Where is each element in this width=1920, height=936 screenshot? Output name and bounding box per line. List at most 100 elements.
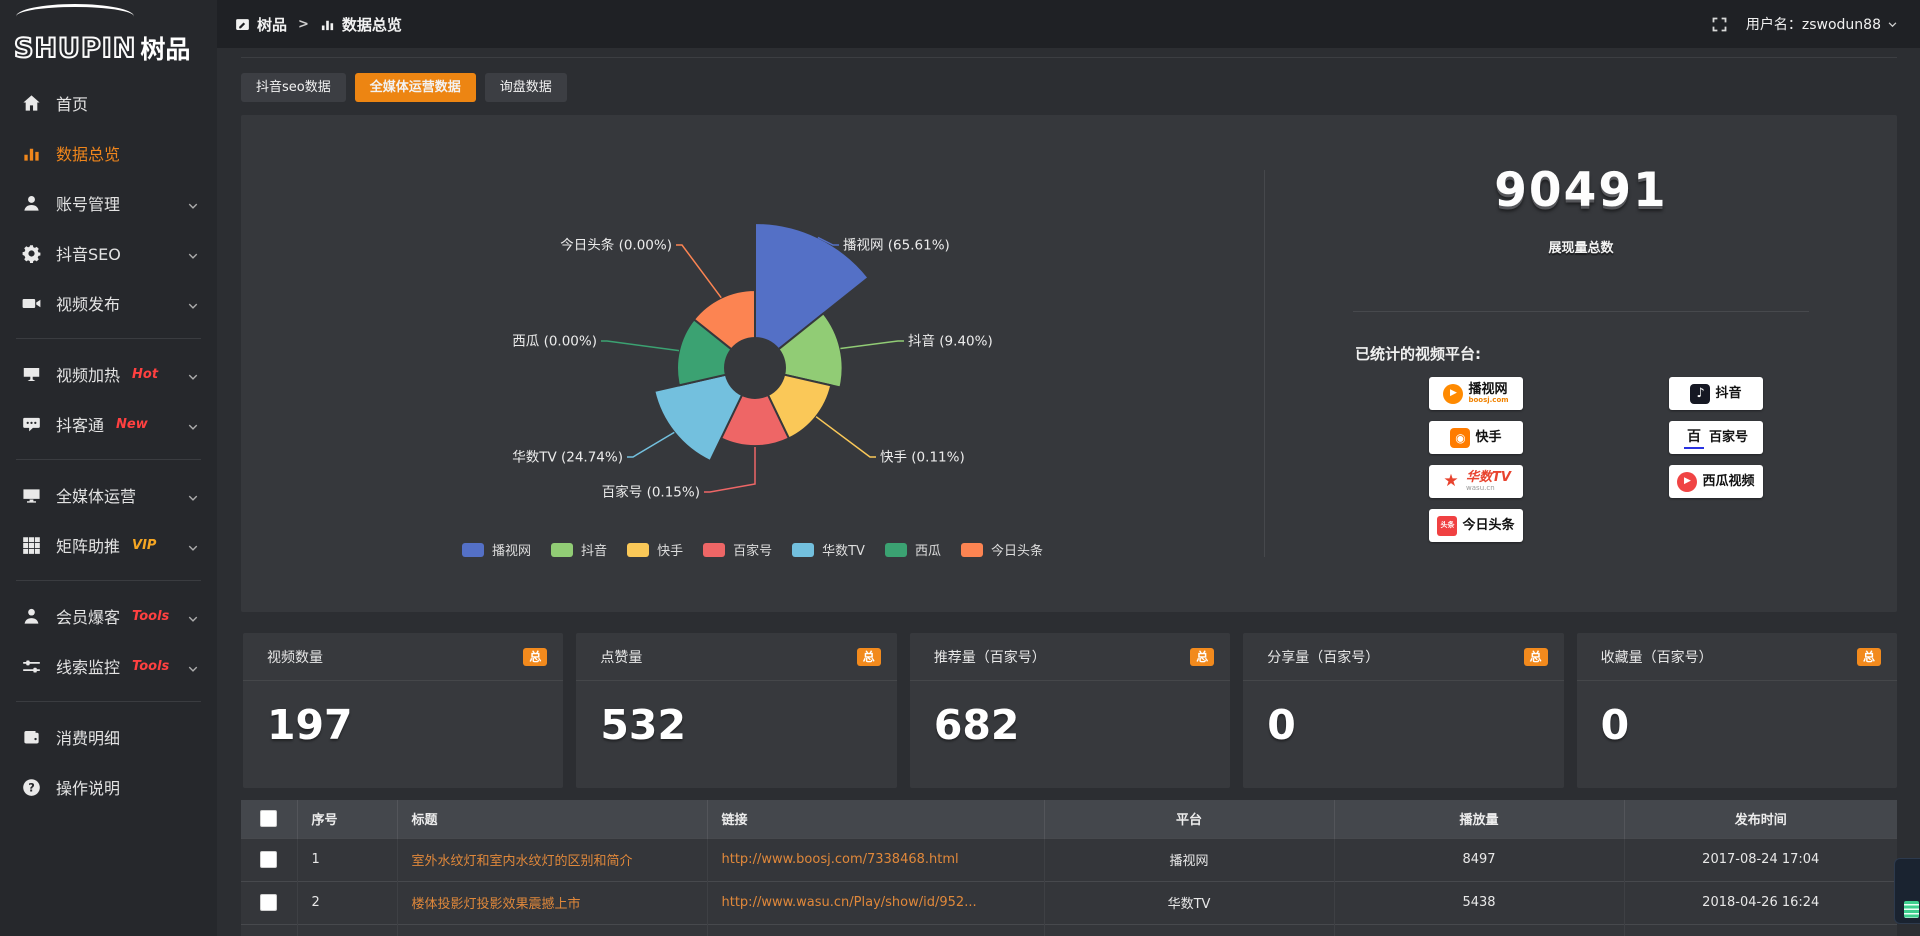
sidebar-item-label: 抖客通	[56, 416, 105, 435]
douyin-logo-icon: ♪	[1690, 383, 1711, 404]
legend-item-快手[interactable]: 快手	[627, 540, 683, 559]
sidebar-item-视频发布[interactable]: 视频发布	[0, 278, 217, 328]
pie-slice-华数TV[interactable]	[653, 373, 744, 463]
stat-card-推荐量（百家号）: 推荐量（百家号） 总 682	[909, 633, 1231, 788]
sidebar-item-label: 矩阵助推	[56, 537, 121, 556]
stat-card-header: 推荐量（百家号） 总	[909, 633, 1231, 681]
legend-swatch	[960, 542, 983, 557]
chart-legend: 播视网 抖音 快手 百家号 华数TV 西瓜 今日头条	[241, 540, 1264, 559]
user-menu[interactable]: 用户名：zswodun88	[1746, 14, 1898, 34]
sidebar-item-label: 视频加热	[56, 366, 121, 385]
grid-icon	[22, 536, 41, 555]
legend-label: 快手	[657, 544, 684, 559]
rose-pie-chart[interactable]: 播视网 (65.61%) 抖音 (9.40%) 快手 (0.11%) 百家号 (0.1…	[241, 115, 1264, 612]
video-title-link[interactable]: 楼体投影灯投影效果震撼上市	[397, 880, 708, 924]
sidebar-item-视频加热[interactable]: 视频加热 Hot	[0, 349, 217, 399]
platform-badge-column-2: ♪ 抖音百百家号 ▶ 西瓜视频	[1669, 377, 1763, 498]
stat-card-title: 视频数量	[267, 649, 323, 666]
sidebar: SHUPIN 树品 首页 数据总览 账号管理抖音SEO 视频发布视频加热 Hot 抖客通 N…	[0, 0, 217, 936]
legend-label: 今日头条	[990, 544, 1043, 559]
sidebar-item-数据总览[interactable]: 数据总览	[0, 128, 217, 178]
platform-badge-百家号: 百百家号	[1669, 421, 1763, 454]
platform-name: 今日头条	[1462, 517, 1515, 533]
legend-item-百家号[interactable]: 百家号	[703, 540, 772, 559]
row-checkbox[interactable]	[260, 894, 278, 911]
breadcrumb-separator: >	[298, 16, 309, 32]
row-checkbox-cell	[241, 880, 298, 924]
table-row: 1 室外水纹灯和室内水纹灯的区别和简介 http://www.boosj.com/7…	[241, 837, 1897, 881]
sidebar-item-label: 抖音SEO	[56, 245, 121, 264]
tab-询盘数据[interactable]: 询盘数据	[484, 73, 567, 102]
stat-card-total-badge: 总	[1523, 647, 1548, 666]
pie-slice-今日头条[interactable]	[692, 288, 756, 351]
stat-card-title: 分享量（百家号）	[1267, 649, 1380, 666]
username-label: 用户名：zswodun88	[1745, 17, 1881, 33]
video-title-link[interactable]	[397, 923, 708, 936]
video-url-link[interactable]: http://www.boosj.com/7338468.html	[707, 837, 1045, 881]
sidebar-item-账号管理[interactable]: 账号管理	[0, 178, 217, 228]
sidebar-item-矩阵助推[interactable]: 矩阵助推 VIP	[0, 520, 217, 570]
sidebar-item-线索监控[interactable]: 线索监控 Tools	[0, 641, 217, 691]
logo-text-cn: 树品	[140, 35, 191, 64]
stat-card-收藏量（百家号）: 收藏量（百家号） 总 0	[1576, 633, 1898, 788]
legend-swatch	[792, 542, 815, 557]
sidebar-item-badge: Hot	[132, 366, 159, 382]
sidebar-menu: 首页 数据总览 账号管理抖音SEO 视频发布视频加热 Hot 抖客通 New 全媒体运营矩阵助…	[0, 78, 217, 812]
platform-badge-text: 西瓜视频	[1702, 475, 1754, 489]
platform-name: 西瓜视频	[1702, 473, 1755, 489]
monitor-icon	[22, 486, 41, 505]
video-table-wrap: 序号 标题 链接 平台 播放量 发布时间 1 室外水纹灯和室内水纹灯的区别和简介 http:/…	[241, 800, 1897, 936]
sidebar-item-消费明细[interactable]: 消费明细	[0, 712, 217, 762]
select-all-checkbox[interactable]	[260, 810, 278, 828]
video-url-link[interactable]	[707, 923, 1045, 936]
xigua-logo-icon: ▶	[1677, 471, 1698, 492]
sidebar-divider	[16, 459, 201, 460]
chevron-down-icon	[187, 247, 199, 259]
legend-item-抖音[interactable]: 抖音	[551, 540, 607, 559]
row-checkbox[interactable]	[260, 851, 278, 868]
platform-name: 播视网	[1468, 382, 1508, 397]
panel-icon	[235, 17, 250, 32]
legend-item-今日头条[interactable]: 今日头条	[960, 540, 1043, 559]
sidebar-item-label: 消费明细	[56, 729, 121, 748]
sidebar-item-全媒体运营[interactable]: 全媒体运营	[0, 470, 217, 520]
chevron-down-icon	[187, 418, 199, 430]
panel-vertical-divider	[1264, 170, 1265, 557]
member-icon	[22, 607, 41, 626]
breadcrumb-item-current: 数据总览	[341, 15, 402, 34]
pie-label-快手: 快手 (0.11%)	[880, 450, 965, 466]
sidebar-item-操作说明[interactable]: ? 操作说明	[0, 762, 217, 812]
floating-helper-widget[interactable]	[1894, 858, 1920, 924]
brand-logo: SHUPIN 树品	[0, 0, 217, 64]
video-title-link[interactable]: 室外水纹灯和室内水纹灯的区别和简介	[397, 837, 708, 881]
table-cell: 1	[297, 837, 398, 881]
breadcrumb-item-home[interactable]: 树品	[257, 15, 288, 34]
sidebar-item-会员爆客[interactable]: 会员爆客 Tools	[0, 591, 217, 641]
overview-panel: 播视网 (65.61%) 抖音 (9.40%) 快手 (0.11%) 百家号 (0.1…	[241, 115, 1897, 612]
tab-抖音seo数据[interactable]: 抖音seo数据	[241, 73, 346, 102]
bar-chart-icon	[320, 17, 335, 32]
chevron-down-icon	[187, 660, 199, 672]
platform-name: 快手	[1475, 429, 1502, 445]
stat-card-title: 点赞量	[600, 649, 643, 666]
fullscreen-icon[interactable]	[1711, 16, 1728, 33]
sidebar-item-抖音SEO[interactable]: 抖音SEO	[0, 228, 217, 278]
sidebar-item-首页[interactable]: 首页	[0, 78, 217, 128]
boosj-logo-icon: ▶	[1443, 383, 1464, 404]
legend-item-播视网[interactable]: 播视网	[462, 540, 531, 559]
legend-item-西瓜[interactable]: 西瓜	[884, 540, 941, 559]
video-url-link[interactable]: http://www.wasu.cn/Play/show/id/952...	[707, 880, 1045, 924]
sidebar-item-抖客通[interactable]: 抖客通 New	[0, 399, 217, 449]
tab-全媒体运营数据[interactable]: 全媒体运营数据	[354, 73, 476, 102]
summary-section: 90491 展现量总数 已统计的视频平台: ▶ 播视网 boosj.com ◉ 快手 ★ 华…	[1265, 115, 1897, 612]
stat-card-视频数量: 视频数量 总 197	[243, 633, 564, 788]
platform-badge-text: 百家号	[1709, 431, 1748, 445]
sidebar-item-label: 全媒体运营	[56, 487, 137, 506]
stat-card-分享量（百家号）: 分享量（百家号） 总 0	[1243, 633, 1564, 788]
stat-card-title: 推荐量（百家号）	[933, 649, 1046, 666]
pie-slice-抖音[interactable]	[777, 311, 844, 389]
stat-cards-row: 视频数量总 197 点赞量总 532 推荐量（百家号）总 682 分享量（百家号）总 0 收藏量…	[243, 633, 1898, 788]
pie-slice-播视网[interactable]	[754, 221, 870, 351]
sliders-icon	[22, 657, 41, 676]
legend-item-华数TV[interactable]: 华数TV	[792, 540, 865, 559]
